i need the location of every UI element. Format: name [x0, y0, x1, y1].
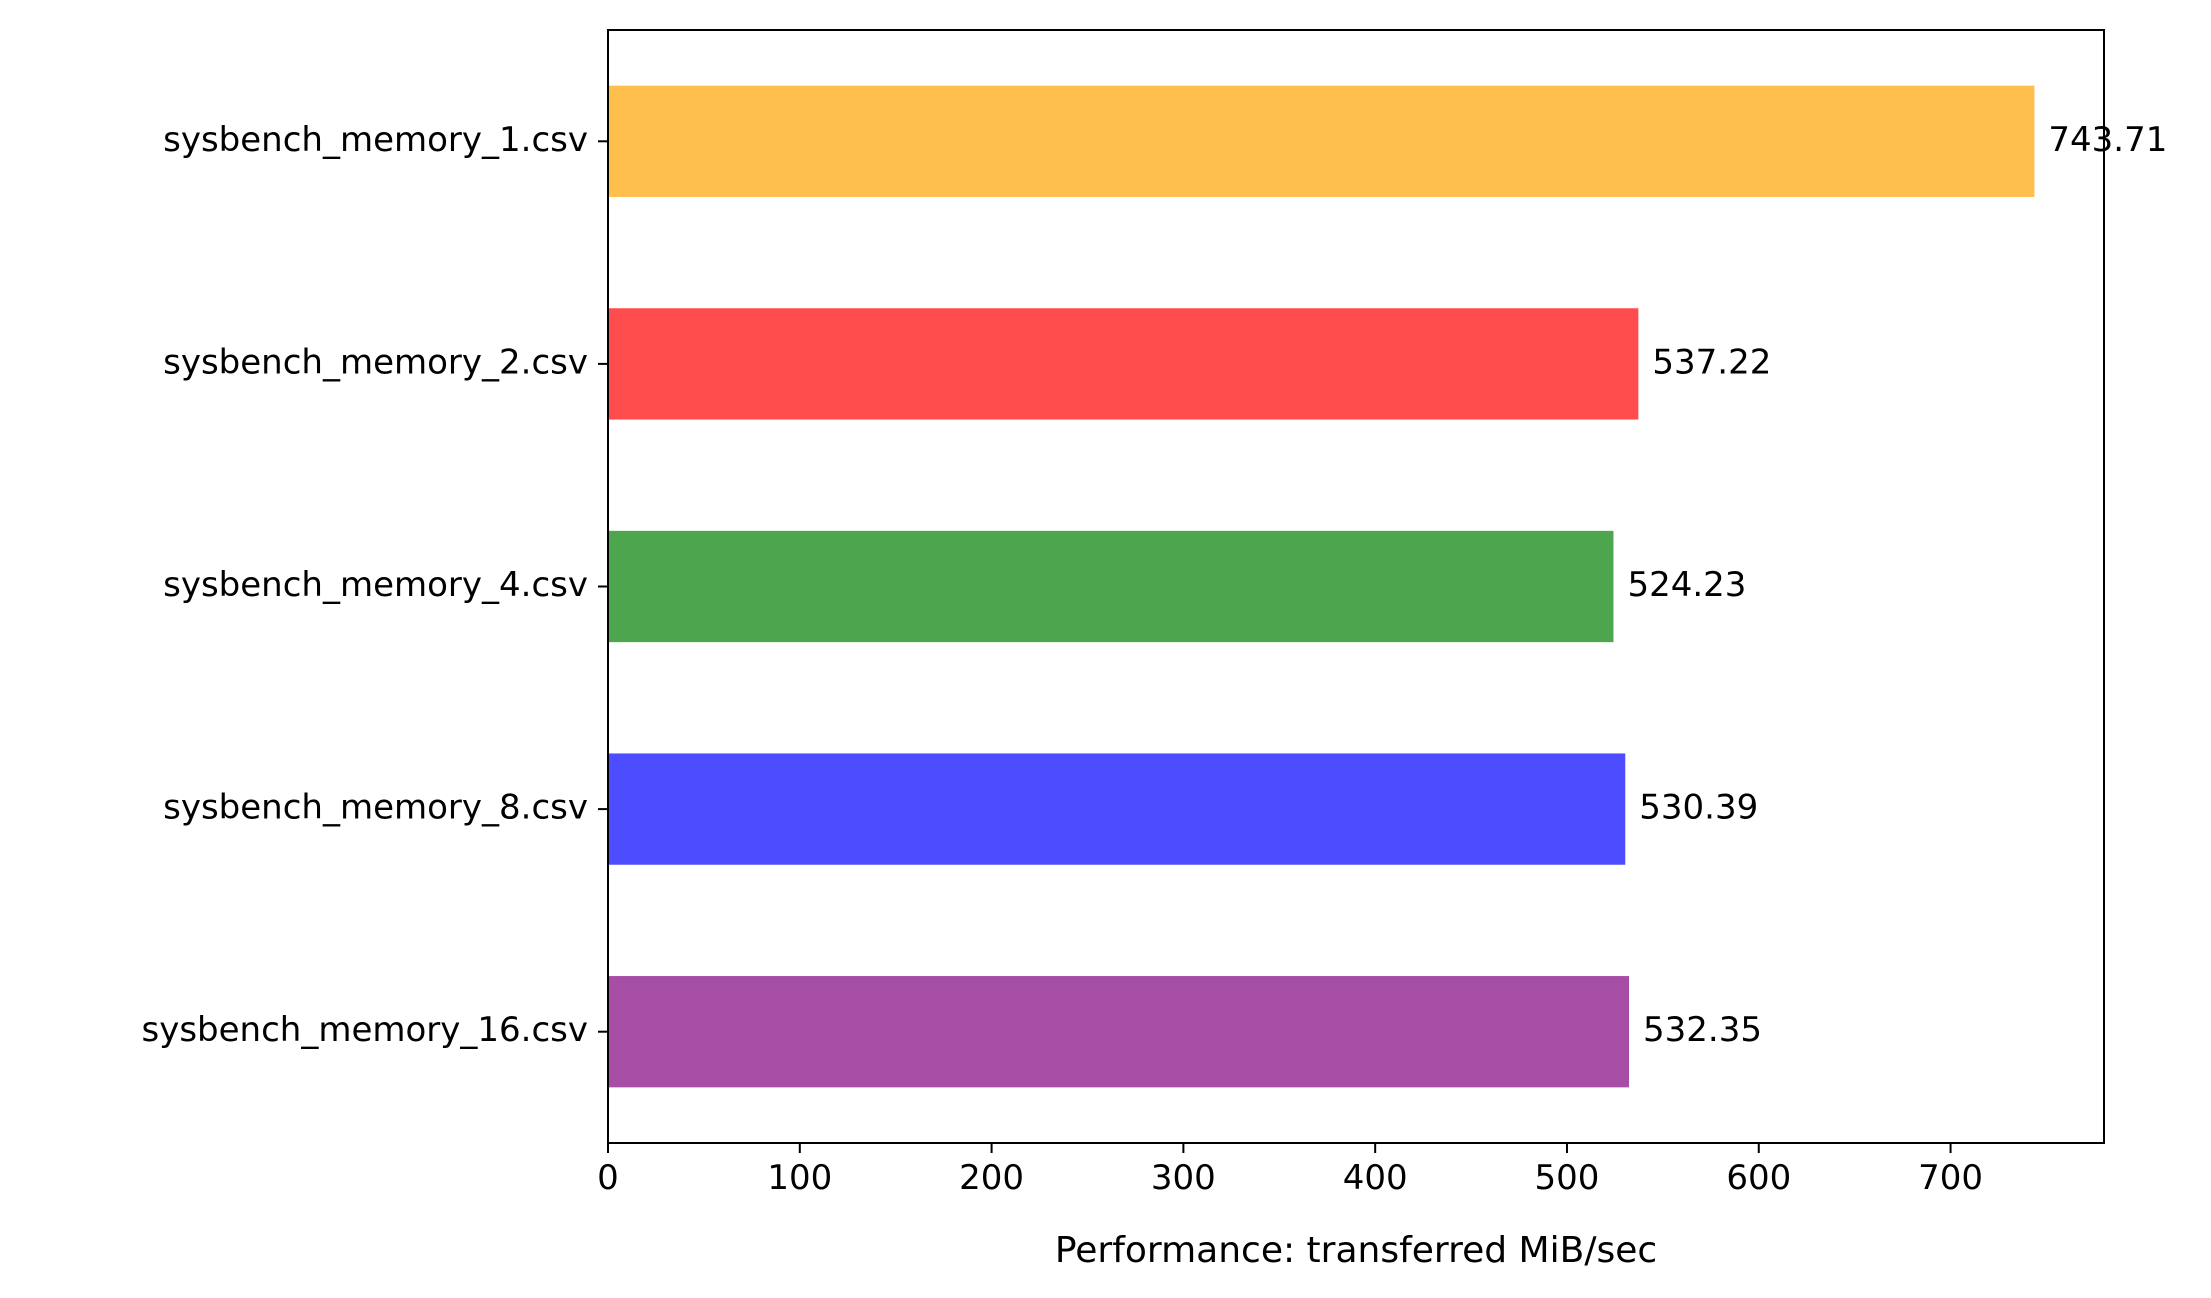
x-tick-label-0: 0	[597, 1158, 619, 1198]
category-label-2: sysbench_memory_2.csv	[163, 342, 588, 382]
value-label-3: 524.23	[1627, 565, 1746, 605]
x-tick-label-300: 300	[1151, 1158, 1216, 1198]
value-label-5: 532.35	[1643, 1010, 1762, 1050]
category-label-5: sysbench_memory_16.csv	[142, 1010, 589, 1050]
bars-group	[608, 85, 2035, 1088]
x-tick-label-200: 200	[959, 1158, 1024, 1198]
bar-2	[608, 308, 1639, 420]
x-tick-label-100: 100	[767, 1158, 832, 1198]
plot-frame	[607, 29, 2105, 1144]
value-label-4: 530.39	[1639, 788, 1758, 828]
category-label-3: sysbench_memory_4.csv	[163, 565, 588, 605]
y-axis: sysbench_memory_1.csv sysbench_memory_2.c…	[142, 120, 608, 1050]
category-label-4: sysbench_memory_8.csv	[163, 788, 588, 828]
x-tick-label-400: 400	[1343, 1158, 1408, 1198]
bar-3	[608, 530, 1614, 643]
value-label-1: 743.71	[2048, 120, 2167, 160]
category-label-1: sysbench_memory_1.csv	[163, 120, 588, 160]
bar-5	[608, 976, 1630, 1088]
bar-1	[608, 85, 2035, 197]
x-tick-label-600: 600	[1726, 1158, 1791, 1198]
x-axis: 0 100 200 300 400 500 600 700	[597, 1143, 1983, 1198]
x-tick-label-500: 500	[1535, 1158, 1600, 1198]
value-label-2: 537.22	[1652, 342, 1771, 382]
x-axis-label: Performance: transferred MiB/sec	[1055, 1230, 1657, 1271]
bar-4	[608, 753, 1626, 865]
x-tick-label-700: 700	[1918, 1158, 1983, 1198]
value-labels-group: 743.71 537.22 524.23 530.39 532.35	[1627, 120, 2167, 1050]
